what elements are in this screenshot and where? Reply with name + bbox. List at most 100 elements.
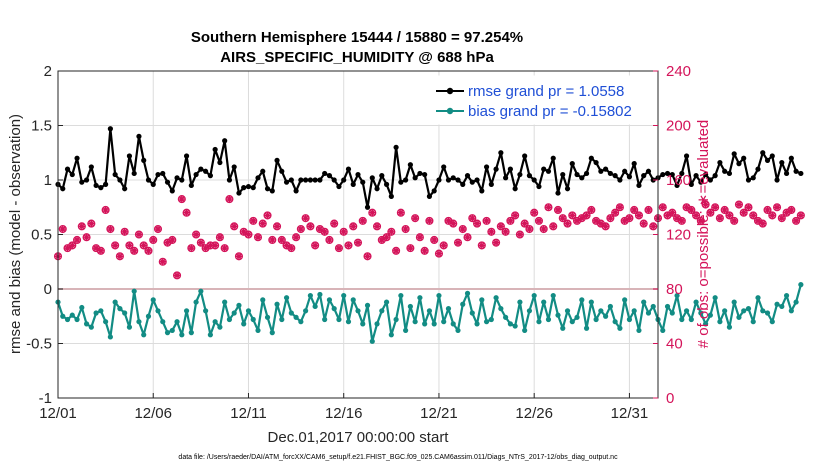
bias-point bbox=[379, 308, 385, 314]
bias-point bbox=[731, 299, 737, 305]
rmse-point bbox=[541, 166, 547, 172]
obs-evaluated-marker bbox=[125, 241, 134, 249]
rmse-point bbox=[93, 182, 99, 189]
bias-point bbox=[383, 299, 390, 305]
bias-point bbox=[179, 332, 185, 338]
obs-evaluated-marker bbox=[544, 203, 553, 211]
rmse-point bbox=[269, 188, 275, 194]
bias-point bbox=[69, 312, 75, 318]
rmse-point bbox=[669, 171, 675, 178]
obs-evaluated-marker bbox=[335, 244, 343, 252]
rmse-point bbox=[174, 175, 180, 181]
bias-point bbox=[250, 316, 256, 323]
bias-point bbox=[183, 308, 190, 314]
obs-evaluated-marker bbox=[292, 233, 300, 241]
obs-evaluated-marker bbox=[302, 214, 310, 222]
obs-evaluated-marker bbox=[235, 252, 243, 260]
obs-evaluated-marker bbox=[725, 211, 734, 220]
bias-point bbox=[598, 308, 604, 314]
rmse-point bbox=[498, 150, 504, 156]
rmse-point bbox=[612, 173, 618, 179]
bias-point bbox=[593, 316, 599, 323]
y-tick-label: 0 bbox=[44, 281, 52, 298]
rmse-point bbox=[212, 146, 218, 153]
obs-evaluated-marker bbox=[678, 217, 686, 225]
obs-evaluated-marker bbox=[116, 252, 124, 260]
bias-point bbox=[679, 316, 685, 323]
rmse-point bbox=[79, 179, 85, 185]
legend-rmse-marker bbox=[446, 87, 454, 95]
obs-evaluated-marker bbox=[225, 195, 234, 203]
obs-evaluated-marker bbox=[749, 211, 757, 220]
obs-evaluated-marker bbox=[221, 244, 229, 252]
obs-evaluated-marker bbox=[87, 220, 95, 228]
obs-evaluated-marker bbox=[597, 220, 605, 228]
bias-point bbox=[126, 324, 133, 330]
obs-evaluated-marker bbox=[463, 233, 472, 241]
obs-evaluated-marker bbox=[378, 236, 386, 244]
bias-point bbox=[83, 321, 90, 327]
obs-evaluated-marker bbox=[254, 233, 262, 241]
rmse-point bbox=[464, 173, 471, 179]
bias-point bbox=[388, 332, 394, 338]
y-tick-label: 1.5 bbox=[31, 118, 52, 135]
obs-evaluated-marker bbox=[759, 220, 767, 228]
obs-evaluated-marker bbox=[554, 206, 562, 214]
bias-point bbox=[174, 319, 180, 325]
bias-point bbox=[464, 290, 471, 296]
bias-point bbox=[683, 308, 690, 314]
rmse-point bbox=[764, 157, 771, 163]
x-tick-label: 12/01 bbox=[39, 405, 77, 422]
rmse-point bbox=[693, 173, 699, 179]
obs-evaluated-marker bbox=[668, 209, 676, 217]
rmse-point bbox=[307, 177, 313, 183]
bias-point bbox=[74, 316, 80, 323]
rmse-point bbox=[322, 170, 328, 177]
obs-evaluated-marker bbox=[706, 209, 714, 217]
bias-point bbox=[279, 316, 285, 323]
rmse-point bbox=[526, 173, 533, 179]
bias-point bbox=[603, 313, 609, 319]
rmse-point bbox=[369, 175, 375, 181]
rmse-point bbox=[598, 168, 604, 174]
chart-subtitle: AIRS_SPECIFIC_HUMIDITY @ 688 hPa bbox=[220, 49, 494, 66]
rmse-point bbox=[736, 161, 742, 167]
bias-point bbox=[650, 303, 656, 310]
rmse-point bbox=[393, 144, 399, 150]
rmse-point bbox=[145, 177, 152, 183]
obs-evaluated-marker bbox=[240, 228, 248, 236]
obs-evaluated-marker bbox=[73, 236, 81, 244]
obs-evaluated-marker bbox=[97, 247, 105, 255]
obs-evaluated-marker bbox=[540, 225, 548, 233]
obs-evaluated-marker bbox=[268, 236, 276, 244]
obs-evaluated-marker bbox=[487, 228, 495, 236]
bias-point bbox=[164, 330, 171, 336]
bias-point bbox=[674, 292, 680, 299]
obs-evaluated-marker bbox=[373, 222, 381, 230]
bias-point bbox=[122, 310, 128, 316]
rmse-point bbox=[703, 171, 709, 178]
obs-evaluated-marker bbox=[502, 228, 510, 236]
obs-evaluated-marker bbox=[102, 206, 110, 214]
legend-bias-label: bias grand pr = -0.15802 bbox=[468, 103, 632, 120]
rmse-point bbox=[298, 177, 304, 183]
obs-evaluated-marker bbox=[787, 206, 795, 214]
obs-evaluated-marker bbox=[111, 241, 119, 249]
bias-point bbox=[293, 314, 299, 320]
rmse-point bbox=[103, 181, 109, 187]
bias-point bbox=[779, 303, 785, 310]
bias-point bbox=[693, 299, 699, 305]
legend-rmse-label: rmse grand pr = 1.0558 bbox=[468, 83, 624, 100]
rmse-point bbox=[741, 155, 747, 161]
rmse-point bbox=[403, 177, 409, 183]
rmse-point bbox=[726, 170, 733, 177]
rmse-point bbox=[679, 170, 685, 177]
bias-point bbox=[669, 310, 675, 316]
legend-box bbox=[431, 75, 655, 125]
obs-evaluated-marker bbox=[435, 249, 443, 258]
obs-evaluated-marker bbox=[573, 217, 581, 225]
rmse-point bbox=[350, 181, 356, 187]
bias-point bbox=[545, 316, 552, 323]
obs-evaluated-marker bbox=[306, 222, 314, 230]
rmse-point bbox=[231, 164, 237, 170]
